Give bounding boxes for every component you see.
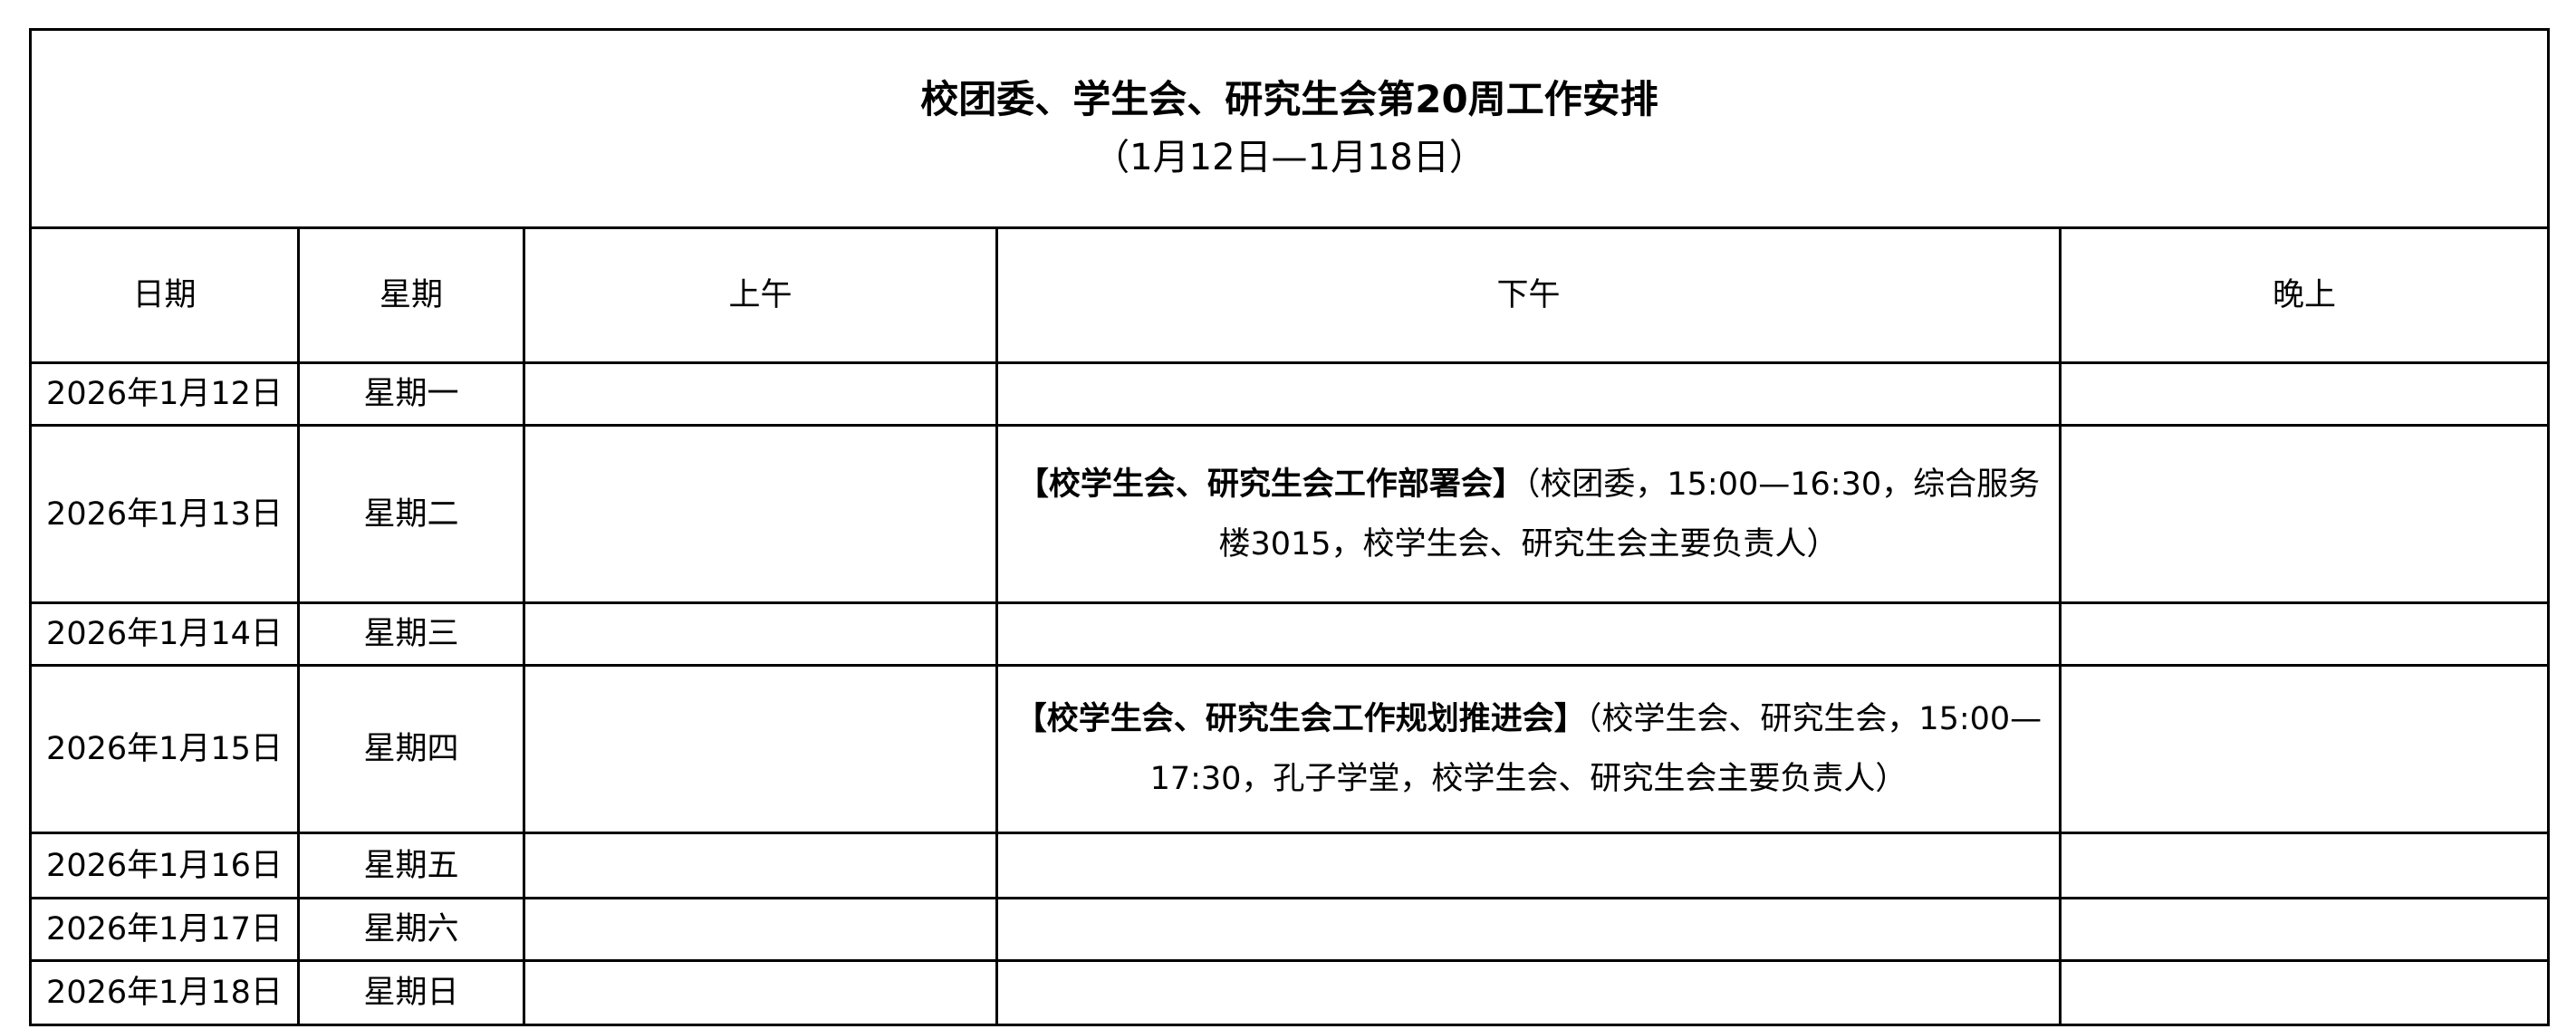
header-evening: 晚上 xyxy=(2058,226,2551,364)
date-cell: 2026年1月12日 xyxy=(29,361,300,427)
title-cell: 校团委、学生会、研究生会第20周工作安排 （1月12日—1月18日） xyxy=(28,28,2551,229)
table-row: 2026年1月13日 星期二 【校学生会、研究生会工作部署会】（校团委，15:0… xyxy=(29,424,2551,604)
table-row: 2026年1月15日 星期四 【校学生会、研究生会工作规划推进会】（校学生会、研… xyxy=(29,664,2551,834)
title-row: 校团委、学生会、研究生会第20周工作安排 （1月12日—1月18日） xyxy=(28,28,2551,229)
morning-cell xyxy=(523,424,998,604)
evening-cell xyxy=(2058,664,2551,834)
morning-cell xyxy=(523,959,998,1026)
afternoon-cell xyxy=(995,897,2062,962)
page-title: 校团委、学生会、研究生会第20周工作安排 xyxy=(920,77,1658,121)
evening-cell xyxy=(2058,959,2551,1026)
afternoon-cell: 【校学生会、研究生会工作部署会】（校团委，15:00—16:30，综合服务楼30… xyxy=(995,424,2062,604)
afternoon-cell xyxy=(995,832,2062,899)
schedule-table: 校团委、学生会、研究生会第20周工作安排 （1月12日—1月18日） 日期 星期… xyxy=(28,28,2551,1026)
event-detail: （校学生会、研究生会，15:00—17:30，孔子学堂，校学生会、研究生会主要负… xyxy=(1149,701,2043,797)
weekday-cell: 星期四 xyxy=(297,664,525,834)
weekday-cell: 星期六 xyxy=(297,897,525,962)
morning-cell xyxy=(523,832,998,899)
evening-cell xyxy=(2058,832,2551,899)
weekday-cell: 星期五 xyxy=(297,832,525,899)
weekday-cell: 星期二 xyxy=(297,424,525,604)
date-cell: 2026年1月18日 xyxy=(29,959,300,1026)
header-row: 日期 星期 上午 下午 晚上 xyxy=(29,226,2551,364)
date-range: （1月12日—1月18日） xyxy=(1093,137,1485,178)
weekday-cell: 星期三 xyxy=(297,601,525,667)
weekday-cell: 星期一 xyxy=(297,361,525,427)
date-cell: 2026年1月16日 xyxy=(29,832,300,899)
evening-cell xyxy=(2058,424,2551,604)
afternoon-cell xyxy=(995,601,2062,667)
morning-cell xyxy=(523,664,998,834)
weekday-cell: 星期日 xyxy=(297,959,525,1026)
date-cell: 2026年1月17日 xyxy=(29,897,300,962)
date-cell: 2026年1月14日 xyxy=(29,601,300,667)
header-morning: 上午 xyxy=(523,226,998,364)
table-row: 2026年1月12日 星期一 xyxy=(29,361,2551,427)
table-row: 2026年1月18日 星期日 xyxy=(29,959,2551,1026)
date-cell: 2026年1月15日 xyxy=(29,664,300,834)
evening-cell xyxy=(2058,601,2551,667)
morning-cell xyxy=(523,361,998,427)
evening-cell xyxy=(2058,361,2551,427)
morning-cell xyxy=(523,601,998,667)
header-weekday: 星期 xyxy=(297,226,525,364)
afternoon-cell xyxy=(995,361,2062,427)
header-afternoon: 下午 xyxy=(995,226,2062,364)
event-title: 【校学生会、研究生会工作规划推进会】 xyxy=(1014,701,1586,737)
afternoon-cell: 【校学生会、研究生会工作规划推进会】（校学生会、研究生会，15:00—17:30… xyxy=(995,664,2062,834)
morning-cell xyxy=(523,897,998,962)
table-row: 2026年1月16日 星期五 xyxy=(29,832,2551,899)
afternoon-cell xyxy=(995,959,2062,1026)
event-detail: （校团委，15:00—16:30，综合服务楼3015，校学生会、研究生会主要负责… xyxy=(1218,466,2041,563)
event-title: 【校学生会、研究生会工作部署会】 xyxy=(1016,466,1524,503)
date-cell: 2026年1月13日 xyxy=(29,424,300,604)
evening-cell xyxy=(2058,897,2551,962)
header-date: 日期 xyxy=(29,226,300,364)
table-row: 2026年1月14日 星期三 xyxy=(29,601,2551,667)
table-row: 2026年1月17日 星期六 xyxy=(29,897,2551,962)
